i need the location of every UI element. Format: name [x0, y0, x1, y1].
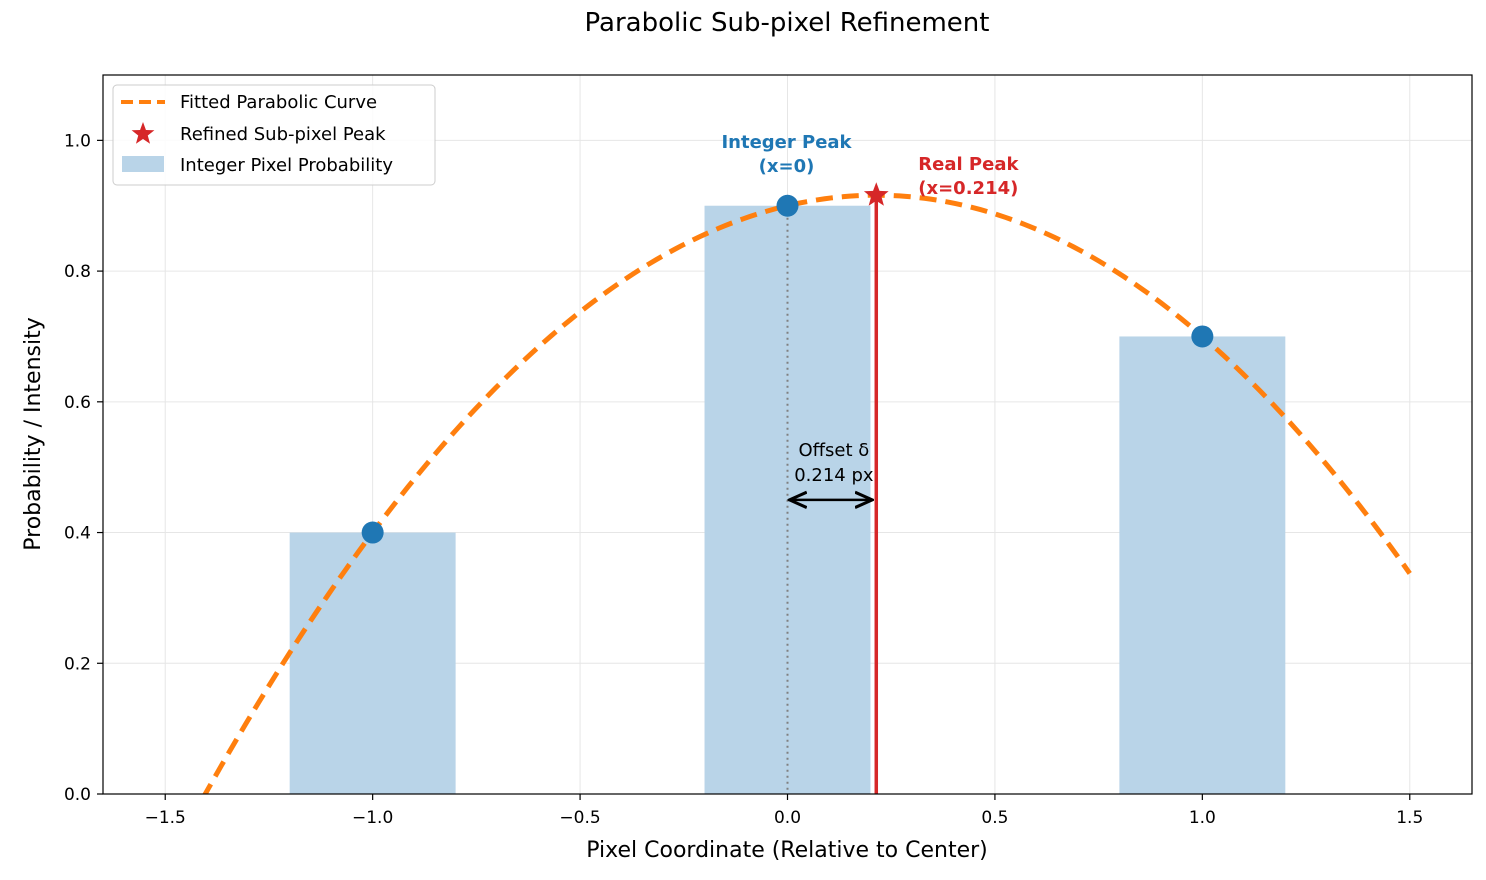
legend-label-peak: Refined Sub-pixel Peak	[180, 124, 386, 145]
y-tick-label: 0.0	[64, 785, 91, 805]
real-peak-label: Real Peak	[918, 154, 1019, 175]
chart-title: Parabolic Sub-pixel Refinement	[585, 8, 990, 38]
offset-value-label: 0.214 px	[794, 465, 874, 486]
x-axis-label: Pixel Coordinate (Relative to Center)	[586, 838, 987, 863]
x-tick-label: 1.5	[1396, 808, 1423, 828]
real-peak-sublabel: (x=0.214)	[918, 178, 1018, 199]
bar	[1119, 336, 1286, 794]
y-tick-label: 0.8	[64, 262, 91, 282]
y-tick-label: 1.0	[64, 131, 91, 151]
refined-peak-star	[863, 182, 889, 206]
guide-lines	[786, 195, 879, 794]
x-tick-label: −1.5	[145, 808, 186, 828]
legend-label-bars: Integer Pixel Probability	[180, 155, 393, 176]
x-tick-label: −0.5	[559, 808, 600, 828]
x-tick-label: 0.5	[981, 808, 1008, 828]
x-tick-label: 0.0	[774, 808, 801, 828]
legend-star-icon	[131, 122, 155, 144]
legend: Fitted Parabolic Curve Refined Sub-pixel…	[112, 84, 436, 186]
x-tick-label: 1.0	[1189, 808, 1216, 828]
data-point	[1191, 325, 1214, 348]
y-tick-label: 0.6	[64, 393, 91, 413]
data-point	[776, 194, 799, 217]
points-group	[361, 182, 1214, 544]
x-tick-label: −1.0	[352, 808, 393, 828]
offset-label: Offset δ	[798, 440, 869, 461]
bar	[289, 532, 456, 794]
legend-box	[112, 84, 436, 186]
data-point	[361, 521, 384, 544]
y-axis-label: Probability / Intensity	[21, 317, 46, 550]
y-tick-label: 0.4	[64, 524, 91, 544]
integer-peak-label: Integer Peak	[721, 132, 852, 153]
legend-label-curve: Fitted Parabolic Curve	[180, 92, 377, 113]
annotations-group: Integer Peak (x=0) Real Peak (x=0.214) O…	[721, 132, 1019, 486]
legend-bar-swatch	[122, 156, 164, 172]
integer-peak-sublabel: (x=0)	[759, 156, 815, 177]
x-axis-ticks: −1.5 −1.0 −0.5 0.0 0.5 1.0 1.5	[145, 794, 1423, 828]
y-axis-ticks: 0.0 0.2 0.4 0.6 0.8 1.0	[64, 131, 103, 805]
y-tick-label: 0.2	[64, 654, 91, 674]
